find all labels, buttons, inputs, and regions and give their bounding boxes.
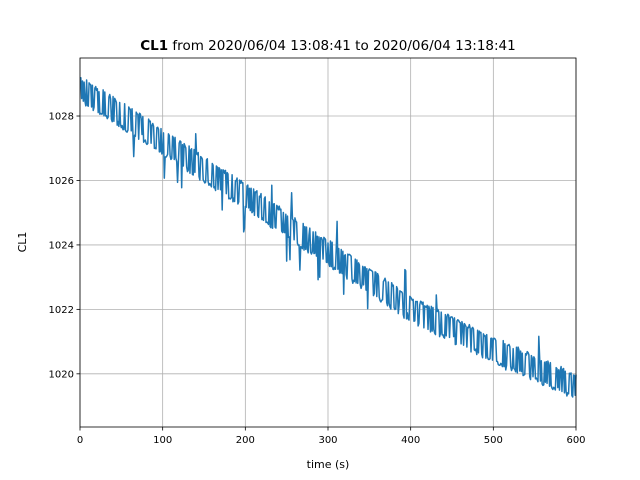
y-axis-label: CL1 [16, 232, 29, 253]
chart-title-rest: from 2020/06/04 13:08:41 to 2020/06/04 1… [168, 38, 516, 54]
x-tick-label: 400 [401, 435, 420, 446]
y-tick-label: 1028 [49, 112, 74, 123]
grid [79, 58, 577, 427]
series-cl1 [79, 76, 577, 398]
y-tick-label: 1026 [49, 176, 74, 187]
x-tick-label: 600 [566, 435, 585, 446]
y-tick-label: 1024 [49, 240, 74, 251]
x-tick-label: 300 [318, 435, 337, 446]
series-line [79, 76, 577, 398]
x-axis: 0 100 200 300 400 500 600 [77, 427, 586, 446]
y-tick-label: 1022 [49, 305, 74, 316]
chart-title-bold: CL1 [140, 38, 168, 54]
x-tick-label: 200 [236, 435, 255, 446]
y-axis: 1020 1022 1024 1026 1028 [49, 112, 80, 380]
x-tick-label: 100 [153, 435, 172, 446]
chart-title: CL1 from 2020/06/04 13:08:41 to 2020/06/… [140, 38, 516, 54]
y-tick-label: 1020 [49, 369, 74, 380]
x-tick-label: 0 [77, 435, 83, 446]
x-axis-label: time (s) [307, 458, 350, 471]
x-tick-label: 500 [484, 435, 503, 446]
